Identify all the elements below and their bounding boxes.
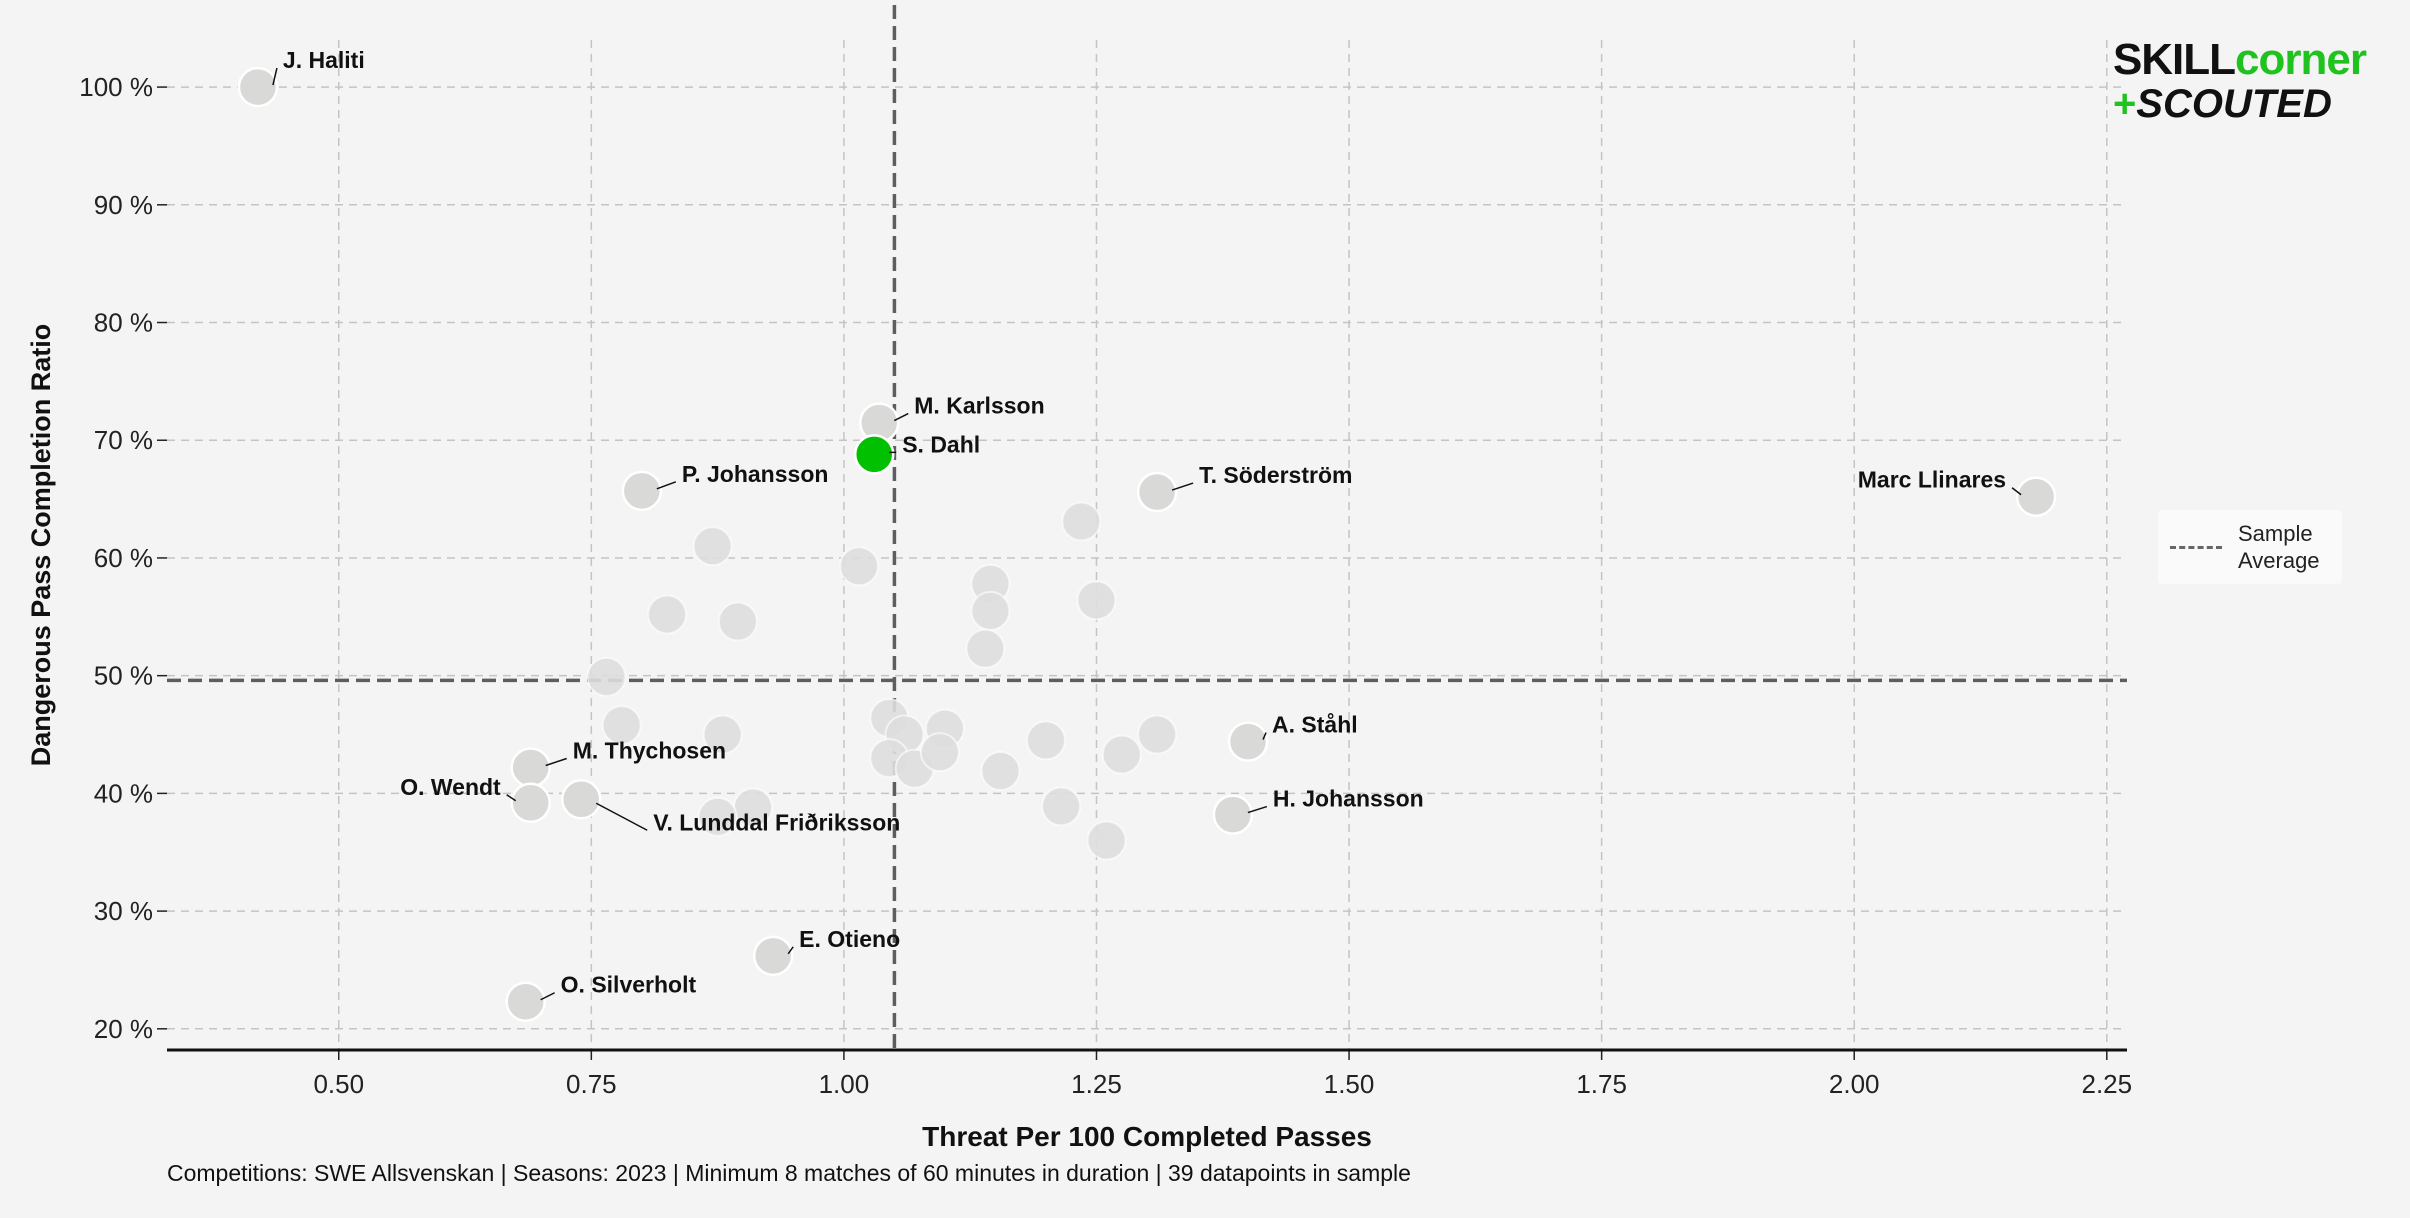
data-point — [1086, 820, 1127, 861]
point-label: O. Silverholt — [561, 972, 697, 998]
logo-scouted-text: SCOUTED — [2136, 82, 2332, 126]
label-leader-line — [2011, 487, 2022, 496]
label-leader-line — [545, 757, 567, 767]
label-leader-line — [893, 412, 909, 422]
legend-dashed-line-icon — [2170, 546, 2222, 549]
label-leader-line — [787, 946, 794, 955]
data-point — [702, 714, 743, 755]
highlighted-data-point — [853, 434, 895, 475]
y-tick-label: 20 % — [94, 1014, 153, 1044]
data-point — [647, 594, 688, 635]
data-point — [1076, 580, 1117, 621]
data-point — [1101, 734, 1142, 775]
point-label: V. Lunddal Friðriksson — [653, 809, 900, 835]
label-leader-line — [595, 802, 648, 831]
skillcorner-scouted-logo: SKILLcorner +SCOUTED — [2112, 35, 2367, 126]
logo-skill-text: SKILL — [2112, 35, 2236, 84]
label-leader-line — [540, 992, 555, 1001]
point-label: T. Söderström — [1199, 462, 1352, 488]
data-point — [980, 751, 1021, 792]
x-tick-label: 0.50 — [313, 1069, 364, 1099]
data-point — [2015, 476, 2057, 517]
x-tick-label: 2.00 — [1829, 1069, 1880, 1099]
logo-corner-text: corner — [2235, 35, 2367, 84]
y-tick-label: 100 % — [79, 72, 153, 102]
data-point — [752, 935, 794, 977]
data-point — [586, 656, 627, 697]
data-point — [1137, 714, 1178, 755]
y-tick-label: 70 % — [94, 425, 153, 455]
legend: Sample Average — [2158, 510, 2342, 584]
data-point — [1136, 471, 1178, 513]
label-leader-line — [1262, 732, 1267, 740]
legend-label: Sample Average — [2238, 521, 2320, 573]
data-point — [965, 628, 1006, 669]
label-leader-line — [1247, 805, 1268, 814]
point-label: Marc Llinares — [1858, 467, 2006, 493]
x-axis-title: Threat Per 100 Completed Passes — [922, 1121, 1372, 1152]
point-label: H. Johansson — [1273, 786, 1424, 812]
data-point — [1227, 721, 1269, 762]
point-label: S. Dahl — [902, 431, 980, 457]
y-tick-label: 60 % — [94, 543, 153, 573]
logo-plus-icon: + — [2112, 82, 2137, 126]
point-label: O. Wendt — [400, 774, 501, 800]
data-point — [601, 705, 642, 746]
x-tick-label: 1.00 — [819, 1069, 870, 1099]
data-point — [1025, 720, 1066, 761]
x-tick-label: 0.75 — [566, 1069, 617, 1099]
data-point — [237, 66, 279, 108]
label-leader-line — [506, 794, 517, 802]
label-leader-line — [1171, 482, 1194, 491]
y-tick-label: 30 % — [94, 896, 153, 926]
data-point — [505, 981, 546, 1022]
x-tick-label: 1.25 — [1071, 1069, 1122, 1099]
y-tick-label: 80 % — [94, 308, 153, 338]
chart-footer-note: Competitions: SWE Allsvenskan | Seasons:… — [167, 1160, 1411, 1186]
data-point — [692, 526, 733, 567]
x-tick-label: 1.75 — [1576, 1069, 1627, 1099]
y-tick-label: 50 % — [94, 661, 153, 691]
point-label: M. Karlsson — [914, 393, 1044, 419]
data-point — [1061, 501, 1102, 542]
data-point — [510, 747, 551, 788]
point-label: E. Otieno — [799, 926, 900, 952]
label-leader-line — [272, 67, 278, 86]
data-point — [697, 796, 738, 837]
point-label: M. Thychosen — [573, 737, 726, 763]
x-tick-label: 2.25 — [2081, 1069, 2132, 1099]
data-point — [839, 546, 880, 587]
data-point — [717, 601, 758, 642]
point-label: A. Ståhl — [1272, 712, 1358, 738]
x-tick-label: 1.50 — [1324, 1069, 1375, 1099]
label-leader-line — [656, 481, 677, 490]
y-axis-title: Dangerous Pass Completion Ratio — [26, 324, 56, 767]
data-point — [621, 470, 663, 512]
y-tick-label: 40 % — [94, 778, 153, 808]
data-point — [510, 782, 551, 824]
data-point — [1041, 786, 1082, 827]
point-label: J. Haliti — [283, 47, 365, 73]
data-point — [970, 590, 1011, 631]
data-point — [560, 779, 602, 820]
data-point — [1212, 794, 1254, 835]
point-label: P. Johansson — [682, 461, 829, 487]
y-tick-label: 90 % — [94, 190, 153, 220]
data-point — [919, 732, 960, 773]
